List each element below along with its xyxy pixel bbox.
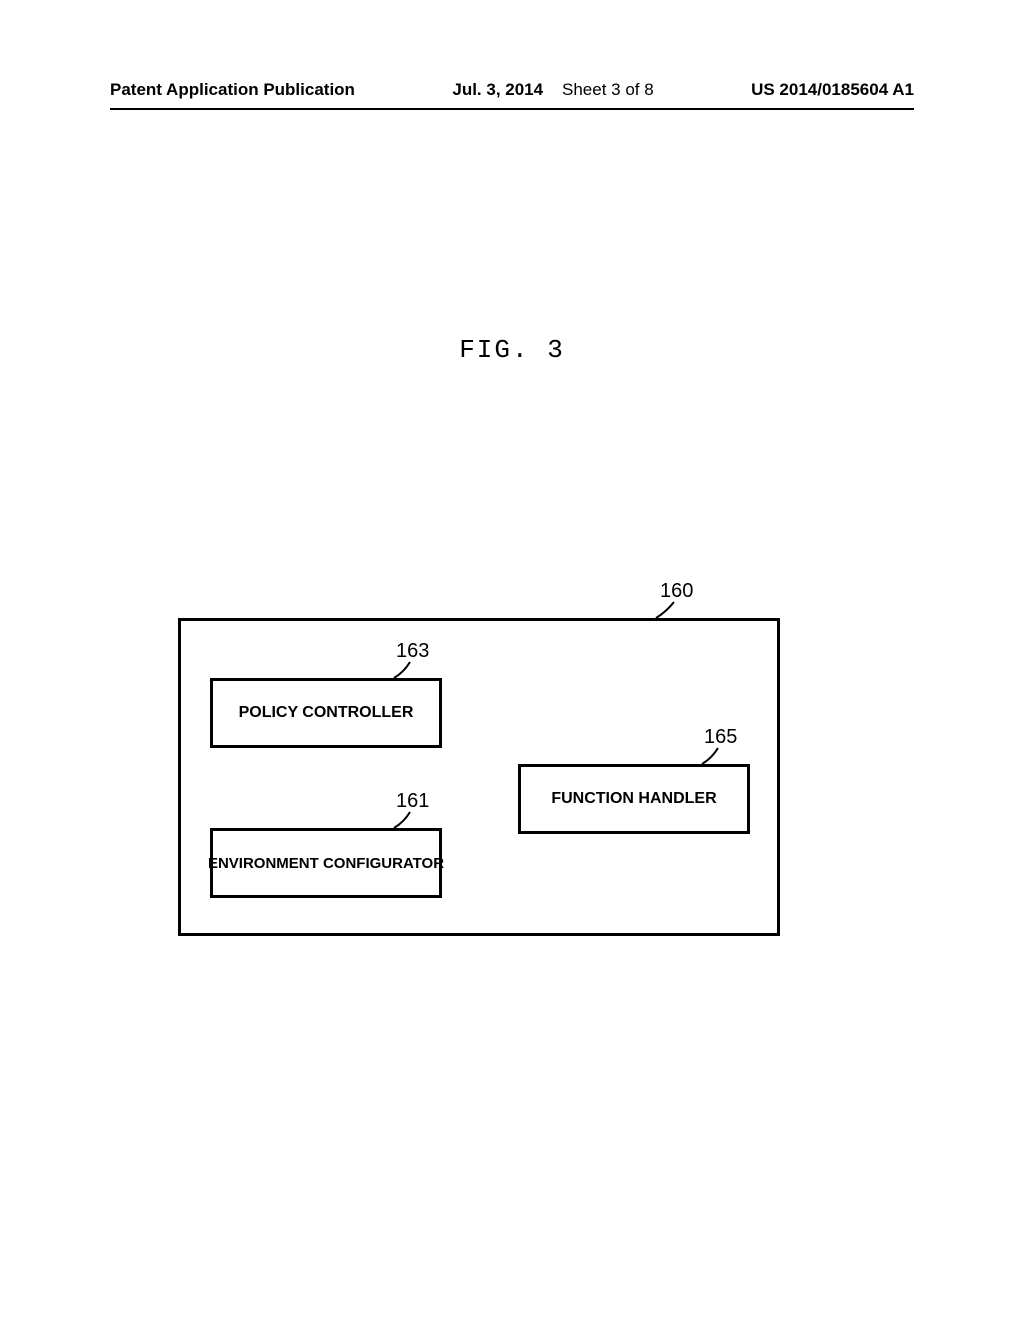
box-function-handler: FUNCTION HANDLER [518,764,750,834]
page: Patent Application Publication Jul. 3, 2… [0,0,1024,1320]
lead-env [392,810,412,830]
lead-policy [392,660,412,680]
header-date: Jul. 3, 2014 [452,80,543,99]
header-sheet: Sheet 3 of 8 [562,80,654,99]
lead-outer [654,600,676,620]
header-pubnum: US 2014/0185604 A1 [751,80,914,100]
lead-func [700,746,720,766]
page-header: Patent Application Publication Jul. 3, 2… [110,80,914,110]
label-policy-controller: POLICY CONTROLLER [239,704,414,722]
label-environment-configurator: ENVIRONMENT CONFIGURATOR [208,855,444,872]
header-middle: Jul. 3, 2014 Sheet 3 of 8 [452,80,653,100]
label-function-handler: FUNCTION HANDLER [551,790,716,808]
box-policy-controller: POLICY CONTROLLER [210,678,442,748]
box-environment-configurator: ENVIRONMENT CONFIGURATOR [210,828,442,898]
figure-title: FIG. 3 [0,335,1024,365]
header-pub-label: Patent Application Publication [110,80,355,100]
